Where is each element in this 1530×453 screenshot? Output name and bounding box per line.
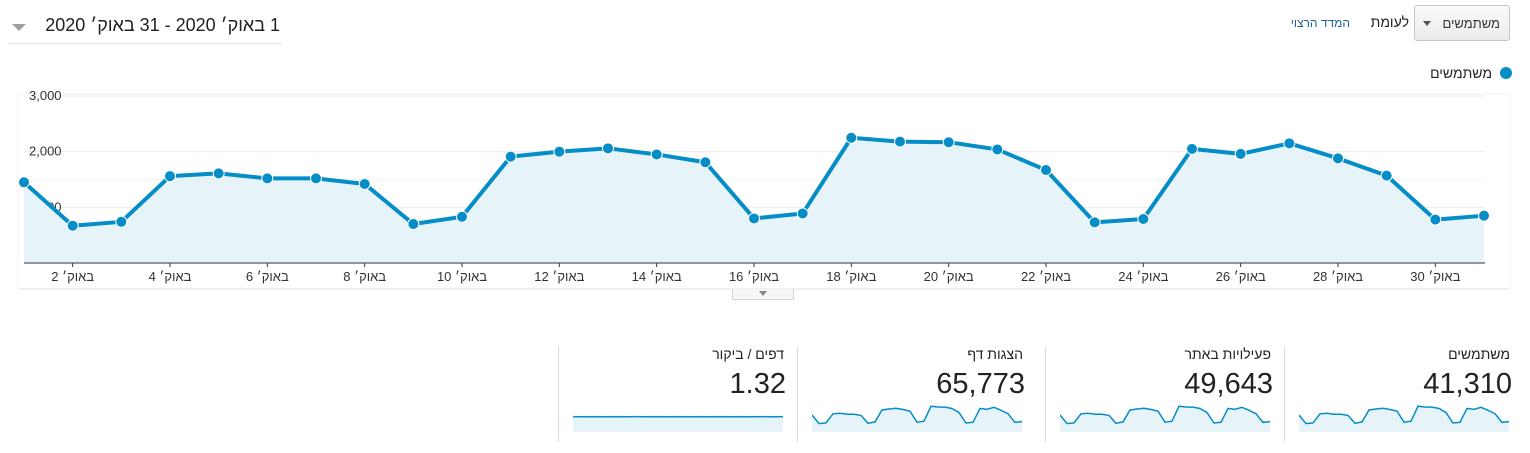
data-point [1332,152,1344,165]
date-range-selector[interactable]: 1 באוק׳ 2020 - 31 באוק׳ 2020 [8,14,282,44]
chevron-down-icon [759,291,767,296]
x-tick-label: באוק׳ 28 [1313,269,1363,284]
data-point [1283,137,1296,150]
scorecard-value: 65,773 [936,368,1025,400]
data-point [1040,164,1052,177]
x-tick-label: באוק׳ 26 [1216,269,1266,284]
x-tick-label: באוק׳ 8 [343,269,386,284]
y-tick-label: 3,000 [29,88,62,103]
sparkline-users [1299,405,1509,432]
select-metric-link[interactable]: המדד הרצוי [1290,16,1350,30]
sparkline-area [1299,406,1509,432]
metric-select-label: משתמשים [1442,16,1500,31]
data-point [115,215,128,228]
scorecard-users[interactable]: משתמשים 41,310 [1284,346,1512,442]
data-point [261,172,274,185]
sparkline-area [1060,406,1270,432]
scorecard-pageviews[interactable]: הצגות דף 65,773 [797,346,1025,442]
scorecard-value: 41,310 [1423,368,1512,400]
sparkline-area [573,416,783,432]
x-tick-label: באוק׳ 30 [1410,269,1460,284]
data-point [796,207,809,220]
sparkline-line [1060,405,1270,425]
sparkline-area [812,406,1022,432]
x-tick-label: באוק׳ 10 [437,269,487,284]
data-point [553,145,566,158]
sparkline-pageviews [812,405,1022,432]
x-tick-label: באוק׳ 24 [1118,269,1168,284]
scorecard-sessions[interactable]: פעילויות באתר 49,643 [1045,346,1273,442]
scorecard-title: הצגות דף [967,346,1023,362]
data-point [602,142,614,155]
data-point [1137,213,1150,226]
scorecard-title: פעילויות באתר [1184,346,1271,362]
data-point [212,167,225,180]
sparkline-sessions [1060,405,1270,432]
scorecard-title: משתמשים [1448,346,1510,362]
data-point [1088,216,1101,229]
x-tick-label: באוק׳ 20 [924,269,974,284]
legend-dot-icon [1500,67,1512,79]
date-range-text: 1 באוק׳ 2020 - 31 באוק׳ 2020 [45,15,280,35]
chevron-down-icon [1423,21,1431,26]
y-tick-label: 2,000 [29,144,62,159]
data-point [164,170,176,183]
data-point [358,177,371,190]
data-point [310,172,322,185]
data-point [1380,169,1393,182]
versus-label: לעומת [1370,14,1409,30]
data-point [504,150,517,163]
data-point [66,219,79,232]
data-point [894,135,906,148]
scorecard-pages-per-session[interactable]: דפים / ביקור 1.32 [558,346,786,442]
data-point [748,212,760,225]
data-point [18,176,30,189]
x-tick-label: באוק׳ 14 [632,269,682,284]
x-tick-label: באוק׳ 22 [1021,269,1071,284]
x-tick-label: באוק׳ 6 [246,269,289,284]
data-point [991,143,1004,156]
data-point [650,148,663,161]
data-point [1429,213,1442,226]
chart-collapse-toggle[interactable] [732,289,794,300]
sparkline-line [812,405,1022,425]
data-point [845,131,858,144]
sparkline-line [1299,405,1509,425]
data-point [1234,147,1247,160]
scorecard-value: 49,643 [1184,368,1273,400]
x-tick-label: באוק׳ 4 [149,269,192,284]
data-point [407,218,420,231]
x-tick-label: באוק׳ 18 [826,269,876,284]
data-point [1186,142,1198,155]
sparkline-pages-per-session [573,415,783,432]
data-point [1478,209,1490,222]
scorecard-value: 1.32 [729,368,786,400]
x-tick-label: באוק׳ 16 [729,269,779,284]
scorecard-title: דפים / ביקור [712,346,784,362]
data-point [456,210,468,223]
data-point [942,136,955,149]
series-area [24,137,1484,263]
data-point [699,156,712,169]
chevron-down-icon [12,24,26,31]
x-tick-label: באוק׳ 12 [534,269,584,284]
legend-series-name: משתמשים [1430,65,1492,81]
x-tick-label: באוק׳ 2 [51,269,94,284]
metric-select[interactable]: משתמשים [1414,5,1510,41]
